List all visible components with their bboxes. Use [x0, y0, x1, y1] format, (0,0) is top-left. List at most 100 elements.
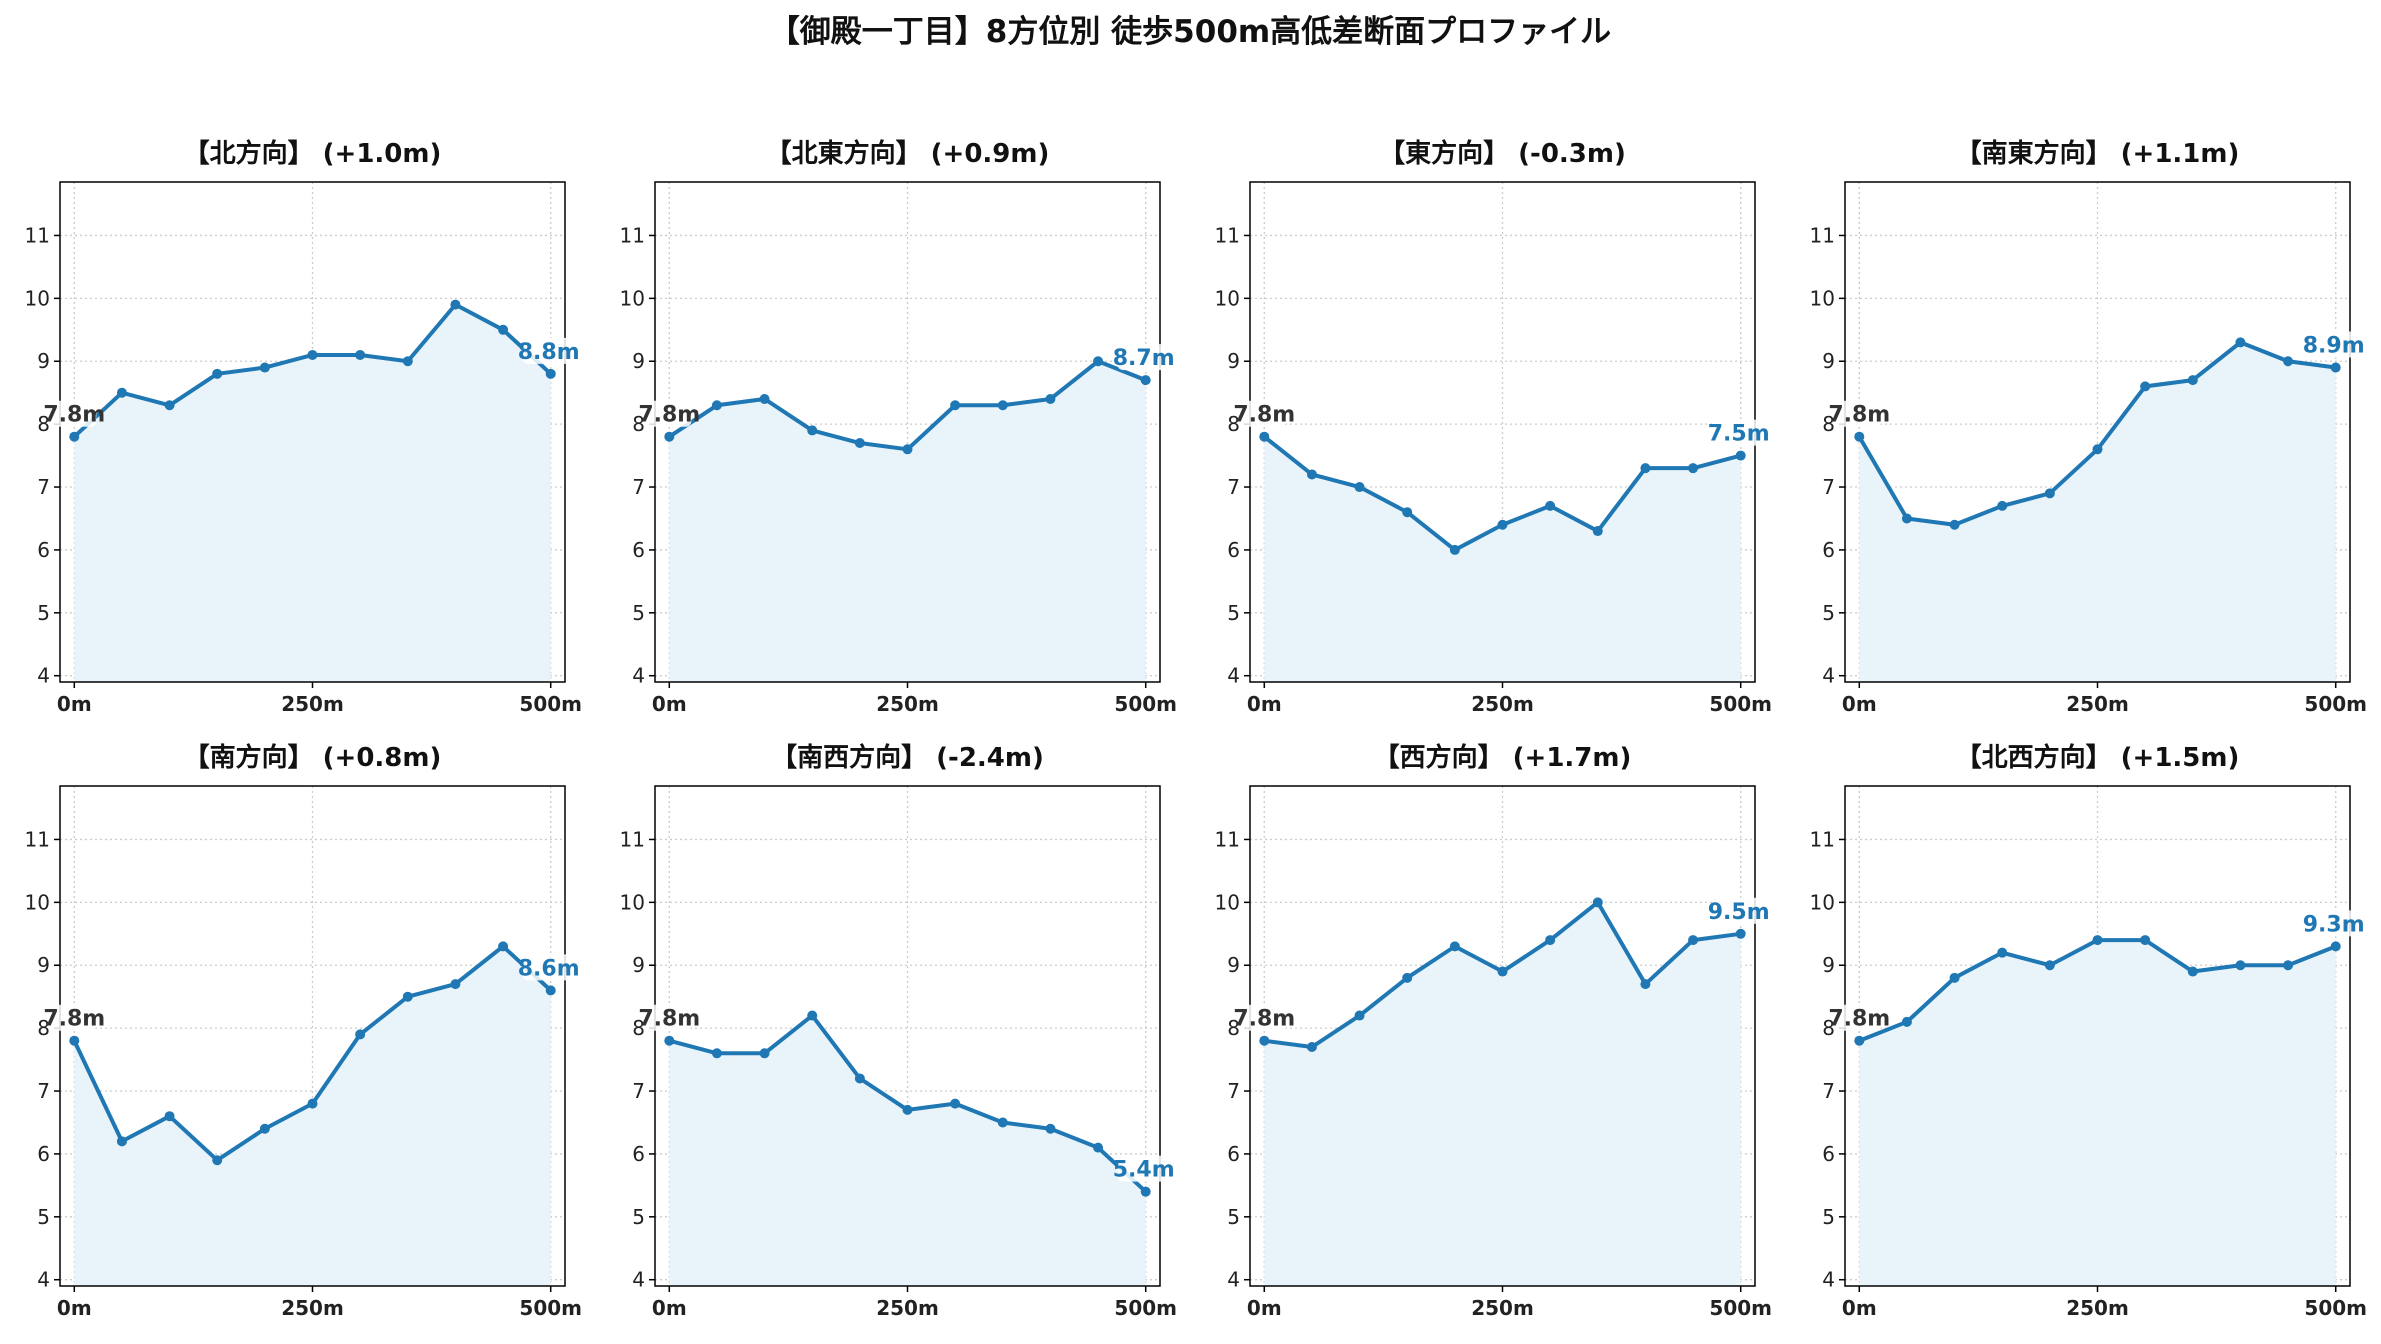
- end-label-bg: [1712, 419, 1769, 446]
- y-tick-label: 9: [37, 953, 50, 977]
- data-point: [2187, 966, 2198, 977]
- data-point: [2330, 941, 2341, 952]
- data-point: [2283, 960, 2294, 971]
- y-tick-label: 8: [632, 1016, 645, 1040]
- data-point: [498, 941, 509, 952]
- data-point: [902, 444, 913, 455]
- start-elevation-label: 7.8m: [43, 403, 105, 428]
- end-elevation-label: 9.3m: [2303, 912, 2365, 937]
- data-point: [69, 1035, 80, 1046]
- data-point: [1354, 482, 1365, 493]
- data-point: [307, 349, 318, 360]
- data-point: [2140, 381, 2151, 392]
- subplot-title: 【東方向】 (-0.3m): [1379, 138, 1626, 169]
- data-point: [2092, 444, 2103, 455]
- data-point: [1688, 935, 1699, 946]
- y-tick-label: 4: [1227, 664, 1240, 688]
- y-tick-label: 8: [1822, 412, 1835, 436]
- x-tick-label: 0m: [1842, 1296, 1877, 1320]
- y-tick-label: 6: [632, 538, 645, 562]
- x-tick-label: 500m: [1709, 692, 1772, 716]
- start-label-bg: [643, 400, 692, 427]
- area-fill: [669, 1015, 1146, 1286]
- y-tick-label: 6: [1227, 1142, 1240, 1166]
- data-point: [1093, 1142, 1104, 1153]
- area-fill: [1859, 940, 2336, 1286]
- data-point: [1259, 1035, 1270, 1046]
- data-point: [450, 299, 461, 310]
- x-tick-label: 0m: [652, 692, 687, 716]
- data-point: [1640, 979, 1651, 990]
- data-point: [1901, 1016, 1912, 1027]
- x-tick-label: 250m: [281, 1296, 344, 1320]
- end-elevation-label: 9.5m: [1708, 900, 1770, 925]
- data-point: [2140, 935, 2151, 946]
- x-tick-label: 0m: [57, 1296, 92, 1320]
- end-label-bg: [1117, 344, 1174, 371]
- subplot-title: 【西方向】 (+1.7m): [1374, 742, 1632, 773]
- data-point: [1497, 519, 1508, 530]
- area-fill: [669, 361, 1146, 682]
- y-tick-label: 8: [1227, 1016, 1240, 1040]
- y-tick-label: 8: [37, 1016, 50, 1040]
- data-point: [2044, 960, 2055, 971]
- data-point: [307, 1098, 318, 1109]
- data-point: [402, 356, 413, 367]
- y-tick-label: 10: [25, 890, 50, 914]
- x-tick-label: 0m: [1842, 692, 1877, 716]
- y-tick-label: 7: [37, 475, 50, 499]
- x-tick-label: 0m: [1247, 1296, 1282, 1320]
- y-tick-label: 8: [1822, 1016, 1835, 1040]
- data-point: [1854, 431, 1865, 442]
- area-fill: [1859, 342, 2336, 682]
- data-point: [854, 1073, 865, 1084]
- data-point: [498, 324, 509, 335]
- y-tick-label: 11: [1215, 827, 1240, 851]
- x-tick-label: 0m: [652, 1296, 687, 1320]
- data-point: [116, 387, 127, 398]
- data-point: [1735, 450, 1746, 461]
- start-label-bg: [48, 1004, 97, 1031]
- y-tick-label: 9: [1822, 349, 1835, 373]
- data-point: [1592, 526, 1603, 537]
- start-elevation-label: 7.8m: [1233, 1007, 1295, 1032]
- start-label-bg: [48, 400, 97, 427]
- end-label-bg: [2307, 910, 2364, 937]
- y-tick-label: 11: [25, 223, 50, 247]
- x-tick-label: 500m: [1114, 692, 1177, 716]
- y-tick-label: 11: [1810, 827, 1835, 851]
- y-tick-label: 10: [620, 890, 645, 914]
- data-point: [1306, 469, 1317, 480]
- data-point: [402, 991, 413, 1002]
- data-point: [1449, 941, 1460, 952]
- subplot-title: 【南方向】 (+0.8m): [184, 742, 442, 773]
- data-point: [902, 1104, 913, 1115]
- data-point: [1592, 897, 1603, 908]
- y-tick-label: 5: [1822, 601, 1835, 625]
- x-tick-label: 500m: [519, 692, 582, 716]
- y-tick-label: 8: [632, 412, 645, 436]
- data-point: [1140, 1186, 1151, 1197]
- x-tick-label: 500m: [519, 1296, 582, 1320]
- data-point: [711, 1048, 722, 1059]
- start-label-bg: [1238, 1004, 1287, 1031]
- end-label-bg: [1117, 1155, 1174, 1182]
- end-elevation-label: 8.8m: [518, 340, 580, 365]
- subplot-3: 【東方向】 (-0.3m) 4 5 6 7 8 9 10 11 0m 250m 500m 7.8m 7.5…: [1215, 138, 1772, 716]
- data-point: [2235, 960, 2246, 971]
- x-tick-label: 0m: [1247, 692, 1282, 716]
- data-point: [1854, 1035, 1865, 1046]
- data-point: [450, 979, 461, 990]
- y-tick-label: 5: [1227, 1205, 1240, 1229]
- y-tick-label: 9: [37, 349, 50, 373]
- y-tick-label: 11: [1810, 223, 1835, 247]
- end-label-bg: [522, 954, 579, 981]
- y-tick-label: 7: [1822, 1079, 1835, 1103]
- y-tick-label: 7: [1227, 1079, 1240, 1103]
- start-elevation-label: 7.8m: [638, 403, 700, 428]
- y-tick-label: 10: [1810, 890, 1835, 914]
- y-tick-label: 11: [25, 827, 50, 851]
- data-point: [807, 425, 818, 436]
- y-tick-label: 6: [632, 1142, 645, 1166]
